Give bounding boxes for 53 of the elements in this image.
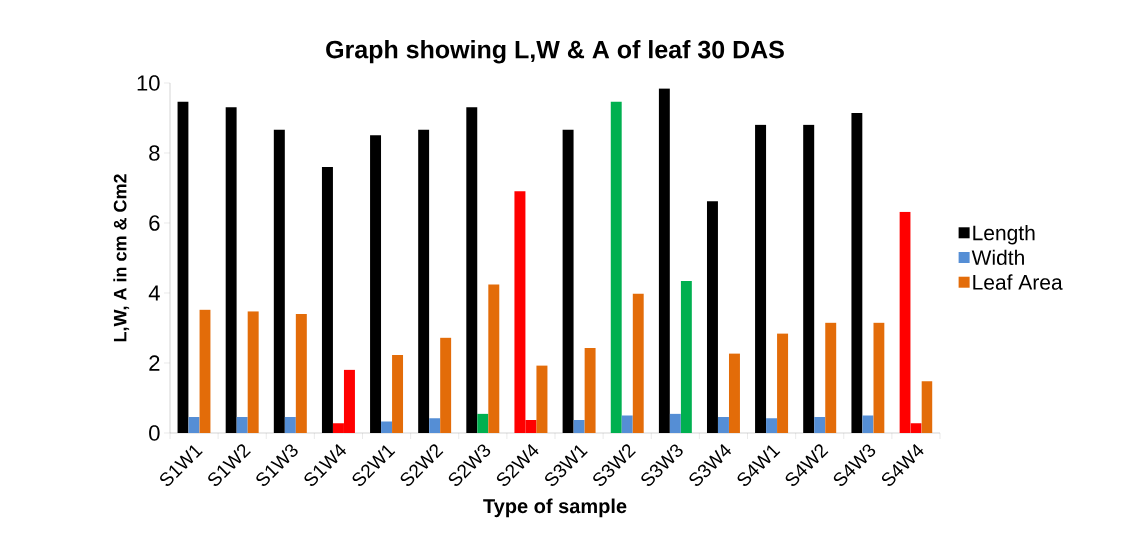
bar: [381, 421, 393, 433]
x-axis-title: Type of sample: [483, 498, 627, 518]
bar: [177, 101, 189, 433]
legend-label: Length: [973, 224, 1035, 245]
bar: [755, 124, 767, 433]
bar: [873, 322, 885, 433]
bar: [669, 413, 681, 433]
bar: [562, 129, 574, 433]
bar: [777, 333, 789, 433]
bar: [429, 418, 441, 433]
bar: [273, 129, 285, 433]
bar: [680, 281, 692, 433]
bar: [225, 107, 237, 433]
y-tick-label: 2: [149, 355, 160, 371]
y-tick-label: 6: [149, 215, 160, 231]
bar: [477, 413, 489, 433]
bar: [440, 337, 452, 433]
bar: [488, 284, 500, 433]
bar: [188, 416, 200, 433]
y-tick-label: 4: [148, 285, 160, 301]
bar: [536, 365, 548, 433]
bar: [610, 101, 622, 433]
chart-title: Graph showing L,W & A of leaf 30 DAS: [326, 40, 784, 64]
bar: [199, 309, 211, 433]
bar: [295, 314, 307, 433]
bar: [658, 88, 670, 433]
bar: [573, 420, 585, 433]
bar: [584, 347, 596, 433]
bar: [921, 381, 933, 433]
bar: [466, 107, 478, 433]
bar: [392, 354, 404, 433]
bar: [247, 311, 259, 433]
bar: [728, 353, 740, 433]
bar: [814, 416, 826, 433]
y-axis-title: L,W, A in cm & Cm2: [113, 174, 130, 342]
bar: [825, 322, 837, 433]
bar: [621, 415, 633, 433]
bar: [370, 135, 382, 433]
bar: [418, 129, 430, 433]
y-tick-label: 10: [137, 75, 160, 91]
legend-label: Leaf Area: [973, 274, 1063, 290]
bar: [632, 293, 644, 433]
bar: [717, 416, 729, 433]
bar: [851, 113, 863, 433]
bar: [284, 416, 296, 433]
bar: [706, 201, 718, 433]
bar: [766, 418, 778, 433]
y-tick-label: 8: [149, 145, 160, 161]
legend-label: Width: [971, 249, 1024, 266]
bar: [803, 124, 815, 433]
bar: [321, 167, 333, 433]
bar: [236, 416, 248, 433]
y-tick-label: 0: [149, 425, 160, 441]
